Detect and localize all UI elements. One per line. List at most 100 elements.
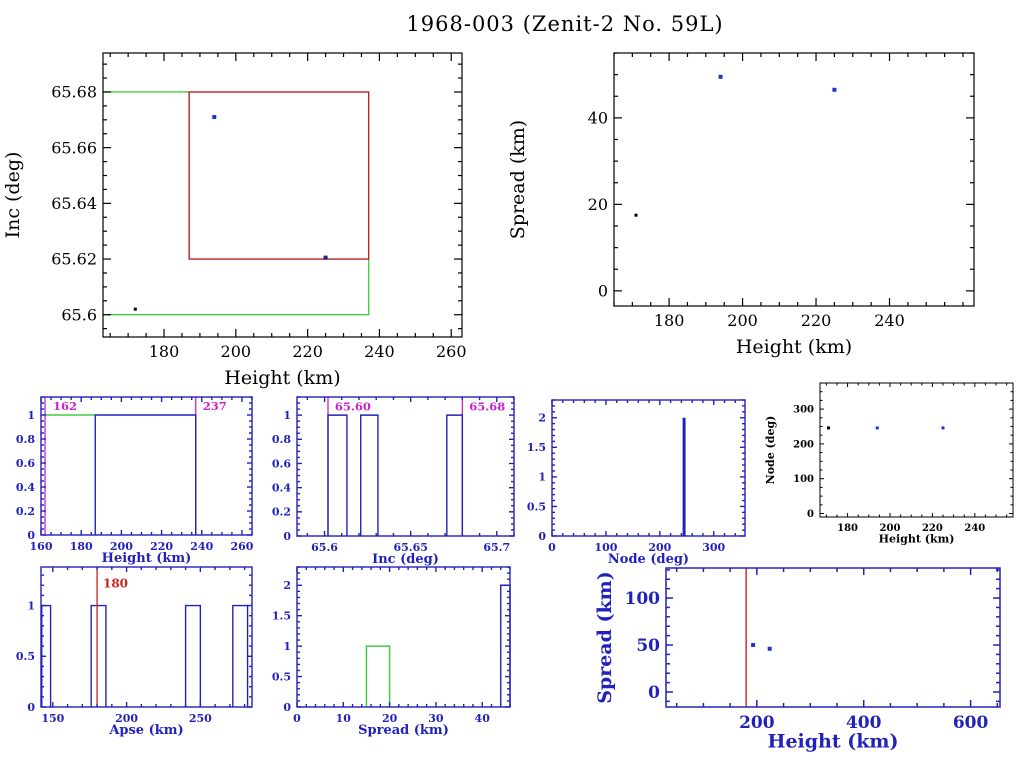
spread-vs-height-bottom-x-tick-label: 400: [846, 713, 882, 733]
node-vs-height-plot: 180 200 220 240 0 100 200 300 Height (km) Node (d…: [764, 382, 1014, 546]
node-histogram-x-tick-label: 0: [548, 541, 556, 554]
spread-vs-height-bottom-data-point: [767, 646, 772, 651]
inc-histogram-x-tick-label: 65.65: [393, 541, 427, 554]
inc-vs-height-y-tick-label: 65.62: [51, 250, 97, 269]
height-histogram-x-tick-label: 160: [30, 540, 53, 553]
spread-histogram-y-tick-label: 0.5: [272, 670, 291, 683]
spread-vs-height-top-x-tick-label: 240: [874, 311, 905, 330]
inc-histogram-y-tick-label: 0.6: [272, 457, 291, 470]
inc-vs-height-x-tick-label: 220: [292, 342, 323, 361]
apse-histogram-y-tick-label: 0.5: [16, 650, 35, 663]
inc-histogram-plot: 65.60 65.68 65.6 65.65 65.7 0 0.2 0.4 0.6 0.8 1 Inc…: [272, 396, 515, 567]
node-histogram-x-tick-label: 100: [594, 541, 617, 554]
node-histogram-x-tick-label: 300: [702, 541, 725, 554]
height-histogram-x-tick-label: 260: [230, 540, 253, 553]
spread-histogram-plot: 0 10 20 30 40 0 0.5 1 1.5 2 Spread (km): [272, 566, 511, 738]
spread-vs-height-top-x-axis-label: Height (km): [736, 336, 852, 358]
spread-histogram-x-tick-label: 0: [293, 712, 301, 725]
node-histogram-frame: [551, 399, 746, 537]
node-vs-height-x-axis-label: Height (km): [879, 533, 955, 546]
inc-vs-height-x-tick-label: 180: [149, 342, 180, 361]
node-vs-height-y-tick-label: 0: [807, 509, 814, 520]
height-histogram-frame: [40, 396, 253, 536]
apse-histogram-histogram-bar: [232, 604, 249, 707]
inc-histogram-y-tick-label: 0.8: [272, 433, 291, 446]
inc-histogram-histogram-bar: [327, 414, 348, 536]
inc-vs-height-x-tick-label: 200: [221, 342, 252, 361]
inc-vs-height-y-tick-label: 65.64: [51, 194, 97, 213]
node-vs-height-data-point: [826, 426, 830, 430]
inc-histogram-frame: [296, 396, 515, 537]
inc-vs-height-x-tick-label: 240: [364, 342, 395, 361]
node-vs-height-x-tick-label: 240: [964, 523, 985, 534]
height-histogram-y-tick-label: 1: [27, 409, 35, 422]
height-histogram-annotation-label: 237: [203, 399, 227, 413]
inc-vs-height-data-point: [212, 115, 217, 120]
spread-histogram-histogram-bar: [365, 645, 391, 707]
node-histogram-y-tick-label: 2: [538, 412, 546, 425]
spread-histogram-y-tick-label: 1: [283, 640, 291, 653]
inc-vs-height-data-point: [133, 307, 137, 311]
spread-vs-height-top-data-point: [634, 213, 638, 217]
spread-vs-height-bottom-x-tick-label: 600: [953, 713, 989, 733]
apse-histogram-x-tick-label: 250: [189, 712, 212, 725]
inc-histogram-y-tick-label: 0: [283, 530, 291, 543]
spread-vs-height-top-y-axis-label: Spread (km): [507, 120, 529, 239]
node-histogram-y-tick-label: 1: [538, 471, 546, 484]
spread-vs-height-top-data-point: [718, 74, 723, 79]
spread-vs-height-top-data-point: [832, 87, 837, 92]
spread-vs-height-top-plot: 180 200 220 240 0 20 40 Height (km) Spread (km): [507, 52, 975, 358]
inc-histogram-y-tick-label: 1: [283, 409, 291, 422]
inc-histogram-x-axis-label: Inc (deg): [372, 552, 439, 567]
apse-histogram-annotation-label: 180: [103, 576, 128, 590]
spread-vs-height-bottom-y-tick-label: 50: [636, 636, 660, 656]
node-histogram-x-tick-label: 200: [648, 541, 671, 554]
inc-vs-height-y-tick-label: 65.66: [51, 138, 97, 157]
inc-histogram-y-tick-label: 0.2: [272, 506, 291, 519]
node-vs-height-y-axis-label: Node (deg): [764, 416, 777, 485]
inc-histogram-x-tick-label: 65.6: [311, 541, 338, 554]
height-histogram-x-tick-label: 200: [110, 540, 133, 553]
spread-vs-height-top-y-tick-label: 40: [588, 108, 608, 127]
spread-histogram-x-tick-label: 30: [428, 712, 444, 725]
apse-histogram-x-tick-label: 150: [41, 712, 64, 725]
node-histogram-y-tick-label: 0.5: [527, 500, 546, 513]
spread-histogram-frame: [296, 566, 511, 708]
height-histogram-y-tick-label: 0.8: [16, 433, 35, 446]
inc-vs-height-x-axis-label: Height (km): [224, 367, 340, 389]
spread-vs-height-bottom-y-tick-label: 100: [625, 589, 661, 609]
height-histogram-x-axis-label: Height (km): [102, 551, 192, 566]
inc-vs-height-box: [188, 91, 370, 260]
node-vs-height-data-point: [875, 426, 879, 430]
height-histogram-y-tick-label: 0.2: [16, 505, 35, 518]
spread-histogram-y-tick-label: 2: [283, 579, 291, 592]
apse-histogram-histogram-bar: [184, 604, 202, 707]
apse-histogram-y-tick-label: 0: [27, 701, 35, 714]
node-vs-height-x-tick-label: 180: [837, 523, 858, 534]
inc-histogram-y-tick-label: 0.4: [272, 482, 291, 495]
height-histogram-x-tick-label: 220: [150, 540, 173, 553]
spread-vs-height-bottom-y-tick-label: 0: [648, 683, 660, 703]
spread-histogram-y-tick-label: 0: [283, 701, 291, 714]
node-histogram-y-tick-label: 0: [538, 530, 546, 543]
inc-vs-height-plot: 180 200 220 240 260 65.6 65.62 65.64 65.66 65.68 H…: [2, 52, 467, 389]
spread-vs-height-bottom-plot: 200 400 600 0 50 100 Height (km) Spread (km): [594, 567, 1001, 753]
apse-histogram-x-axis-label: Apse (km): [108, 723, 183, 738]
spread-vs-height-top-frame: [613, 52, 975, 307]
spread-vs-height-bottom-y-axis-label: Spread (km): [594, 571, 616, 704]
node-vs-height-y-tick-label: 200: [793, 439, 814, 450]
apse-histogram-histogram-bar: [90, 604, 107, 707]
spread-vs-height-top-y-tick-label: 0: [598, 281, 608, 300]
spread-vs-height-top-x-tick-label: 220: [801, 311, 832, 330]
page-title: 1968-003 (Zenit-2 No. 59L): [406, 12, 724, 36]
inc-vs-height-line: [103, 259, 370, 316]
apse-histogram-x-tick-label: 200: [115, 712, 138, 725]
node-vs-height-frame: [819, 382, 1014, 518]
spread-histogram-y-tick-label: 1.5: [272, 610, 291, 623]
height-histogram-x-tick-label: 240: [190, 540, 213, 553]
height-histogram-x-tick-label: 180: [70, 540, 93, 553]
inc-histogram-histogram-bar: [360, 414, 379, 536]
node-vs-height-data-point: [941, 426, 945, 430]
inc-vs-height-y-tick-label: 65.68: [51, 83, 97, 102]
